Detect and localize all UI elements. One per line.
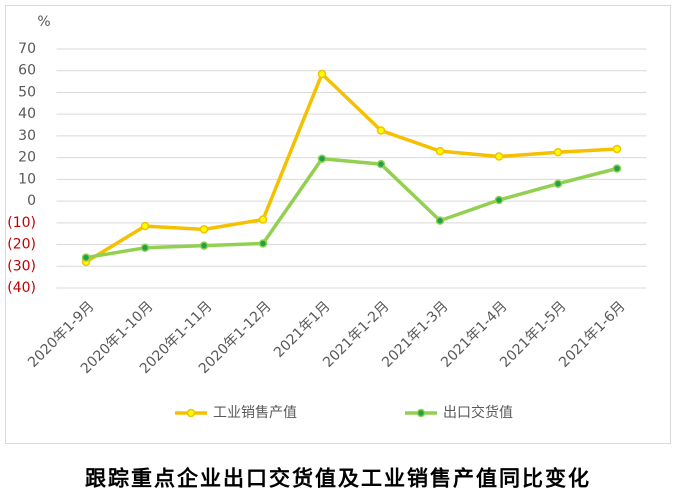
- chart-frame: [5, 5, 671, 444]
- point: [317, 69, 327, 79]
- y-tick-label: (10): [7, 215, 36, 231]
- point: [258, 215, 268, 224]
- series-line: [85, 72, 618, 264]
- series-line: [85, 156, 618, 260]
- y-tick-label: 40: [18, 106, 36, 122]
- point: [494, 195, 504, 205]
- point: [317, 154, 327, 163]
- y-tick-label: (30): [7, 258, 36, 274]
- y-tick-label: 70: [18, 41, 36, 57]
- point: [376, 126, 386, 135]
- y-tick-label: (20): [7, 237, 36, 253]
- legend-label: 工业销售产值: [213, 405, 297, 421]
- point: [258, 239, 268, 248]
- point: [140, 243, 150, 253]
- point: [612, 144, 622, 154]
- point: [435, 216, 445, 225]
- point: [494, 152, 504, 161]
- point: [199, 241, 209, 250]
- point: [612, 164, 622, 173]
- y-tick-label: 10: [18, 171, 36, 187]
- point: [376, 159, 386, 169]
- legend-marker: [416, 408, 426, 418]
- y-tick-label: 20: [18, 150, 36, 166]
- point: [553, 179, 563, 188]
- y-tick-label: 30: [18, 128, 36, 144]
- y-tick-label: 60: [18, 63, 36, 79]
- legend-label: 出口交货值: [443, 404, 513, 421]
- y-tick-label: 0: [27, 193, 36, 209]
- y-tick-label: 50: [18, 84, 36, 100]
- point: [140, 221, 150, 231]
- chart-title: 跟踪重点企业出口交货值及工业销售产值同比变化: [85, 466, 591, 491]
- legend-marker: [186, 408, 196, 418]
- point: [81, 253, 91, 262]
- y-tick-label: (40): [7, 280, 36, 296]
- point: [553, 147, 563, 157]
- point: [199, 225, 209, 234]
- y-axis-label: %: [37, 14, 50, 30]
- point: [435, 146, 445, 156]
